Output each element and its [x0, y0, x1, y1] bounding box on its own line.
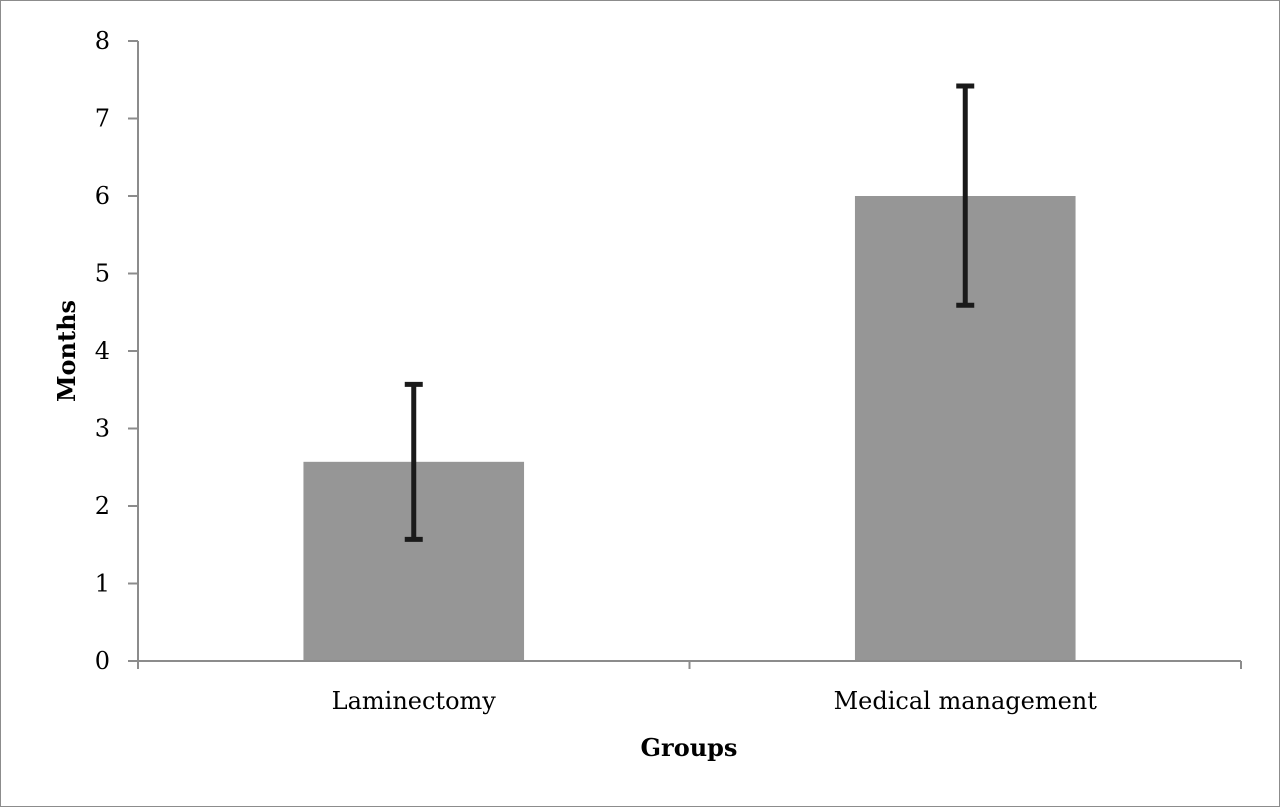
labels-layer: Laminectomy Medical management 0 1 2 3 4 5 6 7 8 — [95, 27, 1098, 715]
axes-layer — [128, 40, 1242, 669]
x-tick-label-0: Laminectomy — [332, 687, 497, 715]
y-tick-label-6: 6 — [95, 182, 110, 210]
error-bar-0 — [404, 381, 423, 542]
y-tick-label-2: 2 — [95, 492, 110, 520]
error-bar-1 — [956, 83, 975, 308]
y-tick-label-4: 4 — [95, 337, 110, 365]
x-axis-title: Groups — [641, 733, 738, 762]
y-tick-label-8: 8 — [95, 27, 110, 55]
y-tick-label-7: 7 — [95, 105, 110, 133]
y-tick-label-1: 1 — [95, 570, 110, 598]
error-bars-layer — [404, 83, 975, 542]
y-tick-label-0: 0 — [95, 647, 110, 675]
y-tick-label-3: 3 — [95, 415, 110, 443]
y-tick-label-5: 5 — [95, 260, 110, 288]
bars-layer — [303, 196, 1076, 661]
x-tick-label-1: Medical management — [834, 687, 1098, 715]
y-axis-title: Months — [52, 300, 81, 402]
